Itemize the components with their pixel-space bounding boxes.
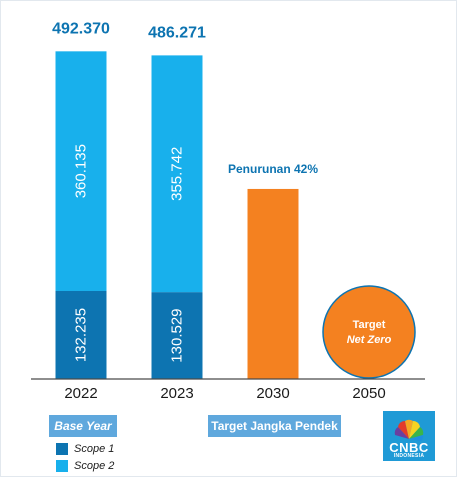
legend-label-scope-2: Scope 2 (74, 459, 115, 472)
legend-item-scope-1: Scope 1 (56, 441, 114, 456)
x-tick-label-2023: 2023 (160, 385, 193, 402)
legend-short-term-target-title: Target Jangka Pendek (208, 415, 341, 437)
logo-sub-text: INDONESIA (393, 453, 425, 459)
legend-swatch-scope-1 (56, 442, 68, 455)
data-label-scope-2-2023: 355.742 (169, 147, 186, 201)
logo-brand-text: CNBC (389, 440, 429, 455)
nbc-peacock-icon (394, 419, 424, 441)
bar-scope-2-2022 (55, 51, 107, 291)
x-tick-label-2030: 2030 (256, 385, 289, 402)
bar-chart: 132.235 360.135 492.370 130.529 355.742 486.2… (31, 20, 425, 402)
bar-target-2030 (247, 188, 299, 379)
net-zero-label-line1: Target (353, 319, 386, 331)
brand-logo: CNBC INDONESIA (383, 411, 435, 461)
legend-base-year-title: Base Year (49, 415, 117, 437)
bar-scope-1-2023 (151, 292, 203, 379)
data-label-scope-1-2023: 130.529 (169, 308, 186, 362)
net-zero-label-line2: Net Zero (347, 334, 392, 346)
net-zero-circle (322, 285, 416, 379)
total-label-2023: 486.271 (148, 24, 206, 41)
x-tick-label-2050: 2050 (352, 385, 385, 402)
legend-label-scope-1: Scope 1 (74, 442, 115, 455)
data-label-scope-1-2022: 132.235 (73, 308, 90, 362)
x-tick-label-2022: 2022 (64, 385, 97, 402)
legend-swatch-scope-2 (56, 459, 68, 472)
data-label-scope-2-2022: 360.135 (73, 144, 90, 198)
bar-scope-2-2023 (151, 55, 203, 293)
bar-scope-1-2022 (55, 290, 107, 379)
target-2030-label: Penurunan 42% (228, 162, 318, 176)
total-label-2022: 492.370 (52, 20, 110, 37)
legend-item-scope-2: Scope 2 (56, 458, 114, 473)
